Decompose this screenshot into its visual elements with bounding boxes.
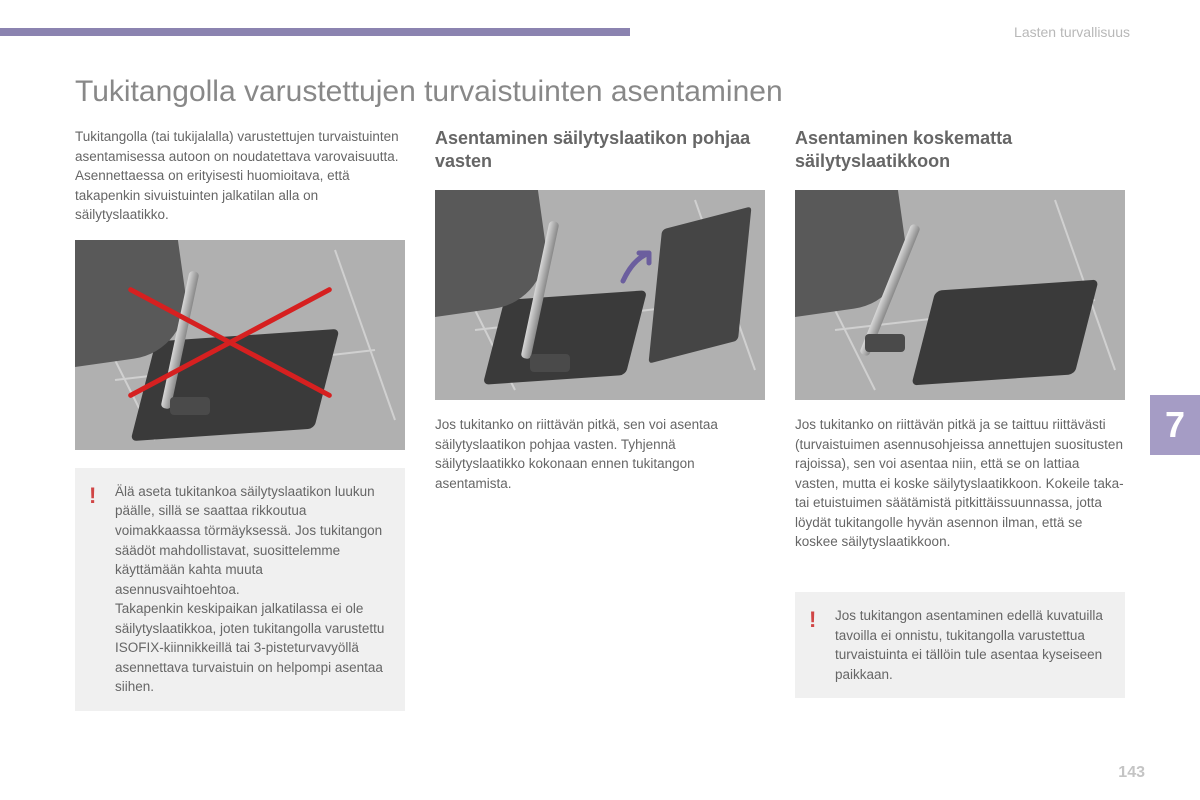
illustration-no-contact bbox=[795, 190, 1125, 400]
support-foot-shape bbox=[865, 334, 905, 352]
warning-box-2: ! Jos tukitangon asentaminen edellä kuva… bbox=[795, 592, 1125, 698]
subheading-3: Asentaminen koskematta säilytyslaatikkoo… bbox=[795, 127, 1125, 175]
column-1: Tukitangolla (tai tukijalalla) varustett… bbox=[75, 127, 405, 711]
column-2: Asentaminen säilytyslaatikon pohjaa vast… bbox=[435, 127, 765, 711]
warning-box-1: ! Älä aseta tukitankoa säilytyslaatikon … bbox=[75, 468, 405, 711]
page-title: Tukitangolla varustettujen turvaistuinte… bbox=[75, 75, 1125, 109]
warning-icon: ! bbox=[809, 604, 816, 636]
page-content: Tukitangolla varustettujen turvaistuinte… bbox=[75, 75, 1125, 711]
body-text-2: Jos tukitanko on riittävän pitkä, sen vo… bbox=[435, 415, 765, 493]
chapter-tab: 7 bbox=[1150, 395, 1200, 455]
top-accent-bar bbox=[0, 28, 630, 36]
body-text-3: Jos tukitanko on riittävän pitkä ja se t… bbox=[795, 415, 1125, 552]
section-label: Lasten turvallisuus bbox=[1014, 24, 1130, 40]
storage-lid-shape bbox=[648, 206, 751, 363]
intro-text: Tukitangolla (tai tukijalalla) varustett… bbox=[75, 127, 405, 225]
support-foot-shape bbox=[530, 354, 570, 372]
floor-mat-shape bbox=[911, 280, 1098, 386]
warning-text: Jos tukitangon asentaminen edellä kuvatu… bbox=[835, 608, 1103, 682]
arrow-up-icon bbox=[615, 245, 659, 289]
column-3: Asentaminen koskematta säilytyslaatikkoo… bbox=[795, 127, 1125, 711]
support-foot-shape bbox=[170, 397, 210, 415]
illustration-incorrect bbox=[75, 240, 405, 450]
page-number: 143 bbox=[1118, 764, 1145, 782]
subheading-2: Asentaminen säilytyslaatikon pohjaa vast… bbox=[435, 127, 765, 175]
columns: Tukitangolla (tai tukijalalla) varustett… bbox=[75, 127, 1125, 711]
warning-icon: ! bbox=[89, 480, 96, 512]
warning-text: Älä aseta tukitankoa säilytyslaatikon lu… bbox=[115, 484, 384, 695]
illustration-storage-floor bbox=[435, 190, 765, 400]
